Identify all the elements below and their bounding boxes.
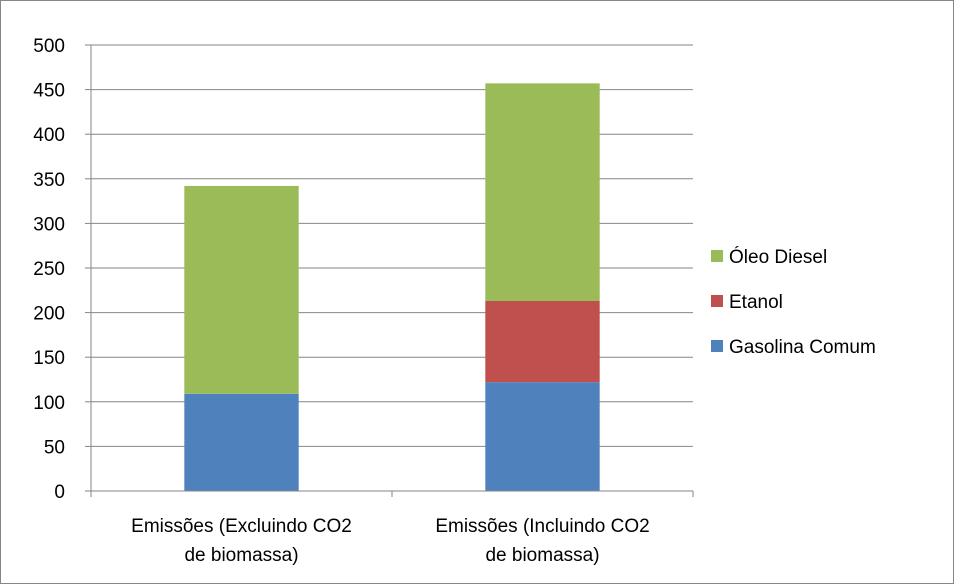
x-category-label: Emissões (Excluindo CO2 — [131, 516, 352, 537]
x-category-labels: Emissões (Excluindo CO2 de biomassa) Emiss… — [131, 516, 650, 566]
y-tick-label: 400 — [33, 125, 65, 146]
bars — [184, 83, 600, 491]
x-category-label: de biomassa) — [485, 545, 599, 566]
bar-segment — [485, 382, 600, 491]
y-tick-label: 250 — [33, 259, 65, 280]
y-tick-label: 350 — [33, 170, 65, 191]
bar-segment — [184, 393, 299, 491]
y-tick-label: 200 — [33, 304, 65, 325]
y-tick-label: 300 — [33, 214, 65, 235]
bar-segment — [485, 301, 600, 383]
y-tick-label: 500 — [33, 36, 65, 57]
y-tick-label: 50 — [44, 437, 65, 458]
legend-label: Gasolina Comum — [729, 337, 876, 358]
y-tick-label: 100 — [33, 393, 65, 414]
legend-swatch — [711, 250, 723, 262]
legend: Óleo Diesel Etanol Gasolina Comum — [711, 246, 876, 358]
x-category-label: Emissões (Incluindo CO2 — [435, 516, 649, 537]
legend-label: Etanol — [729, 292, 783, 313]
x-category-label: de biomassa) — [184, 545, 298, 566]
y-tick-labels: 0 50 100 150 200 250 300 350 400 450 500 — [33, 36, 65, 503]
legend-swatch — [711, 295, 723, 307]
legend-swatch — [711, 340, 723, 352]
y-tick-label: 0 — [54, 482, 65, 503]
axes — [85, 44, 694, 497]
y-tick-label: 150 — [33, 348, 65, 369]
y-tick-label: 450 — [33, 81, 65, 102]
bar-segment — [184, 185, 299, 394]
gridlines — [91, 44, 693, 447]
legend-label: Óleo Diesel — [729, 246, 827, 268]
bar-segment — [485, 83, 600, 302]
